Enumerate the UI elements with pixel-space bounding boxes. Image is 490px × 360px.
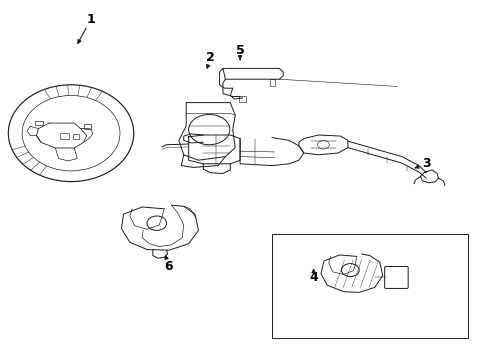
Bar	[84, 124, 91, 129]
Bar	[270, 79, 275, 86]
Bar	[239, 96, 246, 102]
Text: 4: 4	[309, 271, 318, 284]
Bar	[35, 121, 44, 125]
Text: 2: 2	[206, 51, 215, 64]
Text: 1: 1	[86, 13, 95, 26]
Bar	[272, 234, 468, 338]
Text: 3: 3	[422, 157, 431, 170]
Text: 6: 6	[165, 260, 173, 273]
Text: 5: 5	[236, 44, 245, 57]
Bar	[73, 134, 79, 139]
Bar	[60, 133, 69, 139]
